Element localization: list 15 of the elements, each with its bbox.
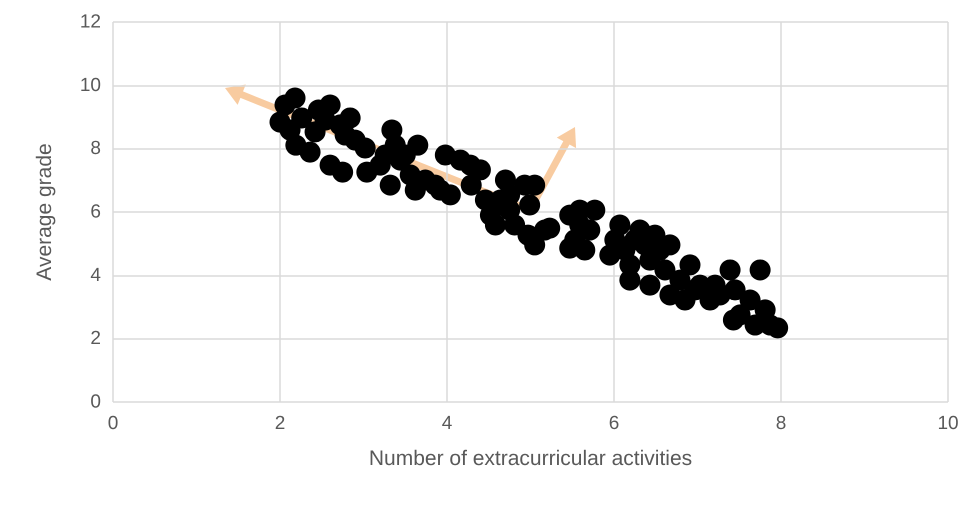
y-tick-label: 10 bbox=[80, 74, 101, 96]
x-axis-title: Number of extracurricular activities bbox=[368, 447, 692, 470]
x-tick-label: 10 bbox=[937, 413, 959, 434]
y-tick-label: 12 bbox=[80, 12, 101, 32]
y-tick-label: 4 bbox=[90, 264, 102, 286]
x-tick-label: 2 bbox=[274, 413, 286, 434]
x-tick-label: 6 bbox=[608, 413, 620, 434]
x-tick-label: 8 bbox=[776, 413, 786, 434]
y-tick-label: 0 bbox=[90, 392, 101, 412]
x-tick-label: 4 bbox=[442, 413, 453, 434]
y-tick-label: 2 bbox=[90, 328, 101, 350]
y-axis-title: Average grade bbox=[33, 143, 56, 281]
x-tick-label: 0 bbox=[108, 413, 118, 434]
y-tick-label: 6 bbox=[90, 202, 101, 222]
y-tick-label: 8 bbox=[90, 138, 101, 160]
